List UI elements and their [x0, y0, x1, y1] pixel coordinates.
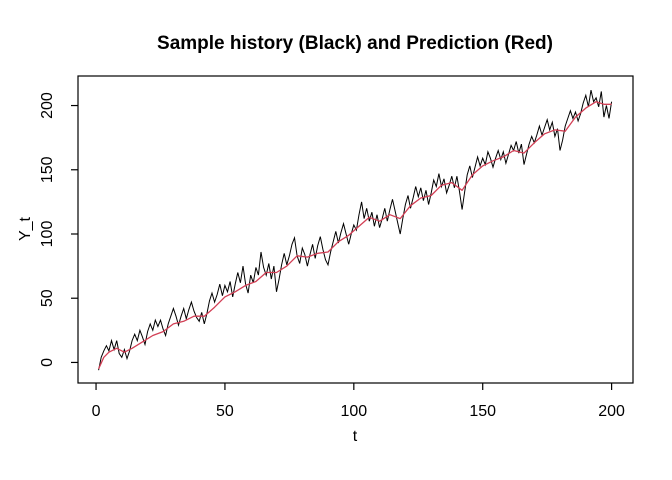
y-tick-label: 200	[39, 92, 56, 119]
history-line	[98, 89, 613, 371]
x-tick-label: 100	[340, 403, 367, 420]
plot-box	[77, 75, 634, 384]
chart-title: Sample history (Black) and Prediction (R…	[157, 33, 553, 54]
y-tick-label: 0	[39, 358, 56, 367]
prediction-line	[98, 101, 612, 370]
x-axis-label: t	[353, 428, 358, 445]
x-tick-label: 150	[469, 403, 496, 420]
x-axis: 0 50 100 150 200	[92, 383, 625, 420]
x-tick-label: 200	[598, 403, 625, 420]
data-series	[98, 89, 613, 371]
x-tick-label: 0	[92, 403, 101, 420]
y-tick-label: 100	[39, 221, 56, 248]
plot-border	[77, 75, 634, 384]
x-tick-label: 50	[216, 403, 234, 420]
y-tick-label: 150	[39, 156, 56, 183]
y-tick-label: 50	[39, 289, 56, 307]
y-axis: 0 50 100 150 200	[39, 92, 78, 367]
y-axis-label: Y_t	[17, 216, 34, 241]
